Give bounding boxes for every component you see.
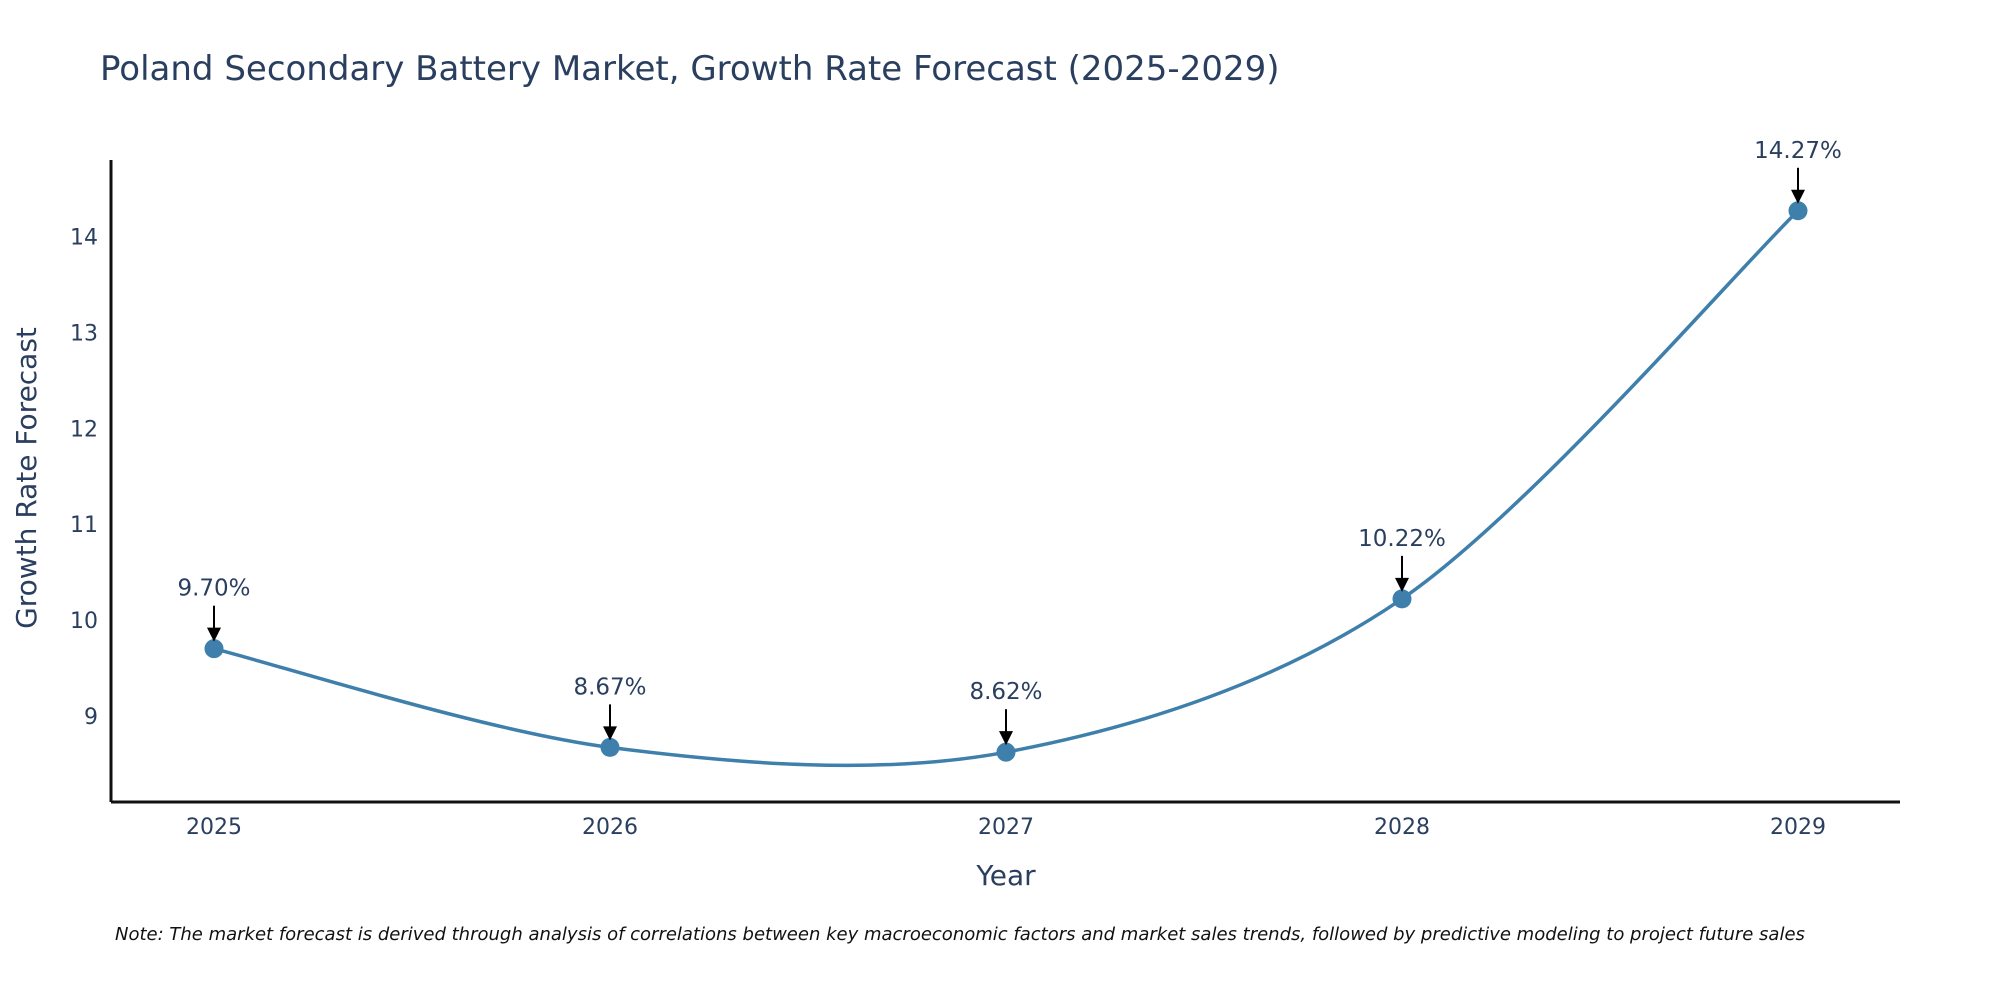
y-tick-label: 10 bbox=[70, 609, 98, 634]
data-label: 8.62% bbox=[969, 679, 1042, 705]
annotation-arrow-head bbox=[999, 731, 1013, 746]
annotation-arrow-head bbox=[1791, 189, 1805, 204]
data-point bbox=[996, 742, 1016, 762]
annotation-arrow-head bbox=[603, 726, 617, 741]
x-tick-label: 2026 bbox=[582, 815, 638, 840]
data-points bbox=[204, 201, 1808, 762]
footnote: Note: The market forecast is derived thr… bbox=[115, 924, 1805, 945]
annotation-arrow-head bbox=[207, 627, 221, 642]
data-label: 14.27% bbox=[1754, 138, 1842, 164]
y-tick-label: 14 bbox=[70, 226, 98, 251]
data-label: 9.70% bbox=[177, 576, 250, 602]
y-tick-label: 12 bbox=[70, 417, 98, 442]
data-label: 10.22% bbox=[1358, 526, 1446, 552]
y-tick-label: 11 bbox=[70, 513, 98, 538]
axes bbox=[109, 160, 1900, 804]
x-tick-label: 2027 bbox=[978, 815, 1034, 840]
data-point bbox=[1788, 201, 1808, 221]
chart-title: Poland Secondary Battery Market, Growth … bbox=[100, 49, 1280, 89]
y-tick-labels: 9 10 11 12 13 14 bbox=[70, 226, 98, 730]
data-label-annotations: 9.70% 8.67% 8.62% 10.22% 14.27% bbox=[177, 138, 1842, 746]
annotation-arrow-head bbox=[1395, 577, 1409, 592]
data-point bbox=[204, 639, 224, 659]
x-tick-labels: 2025 2026 2027 2028 2029 bbox=[186, 815, 1826, 840]
data-label: 8.67% bbox=[573, 674, 646, 700]
x-axis-title: Year bbox=[975, 859, 1036, 892]
x-tick-label: 2028 bbox=[1374, 815, 1430, 840]
y-tick-label: 13 bbox=[70, 321, 98, 346]
x-tick-label: 2029 bbox=[1770, 815, 1826, 840]
data-point bbox=[1392, 589, 1412, 609]
y-axis-title: Growth Rate Forecast bbox=[10, 327, 43, 629]
data-point bbox=[600, 737, 620, 757]
y-tick-label: 9 bbox=[84, 705, 98, 730]
series-line bbox=[213, 209, 1800, 768]
x-tick-label: 2025 bbox=[186, 815, 242, 840]
